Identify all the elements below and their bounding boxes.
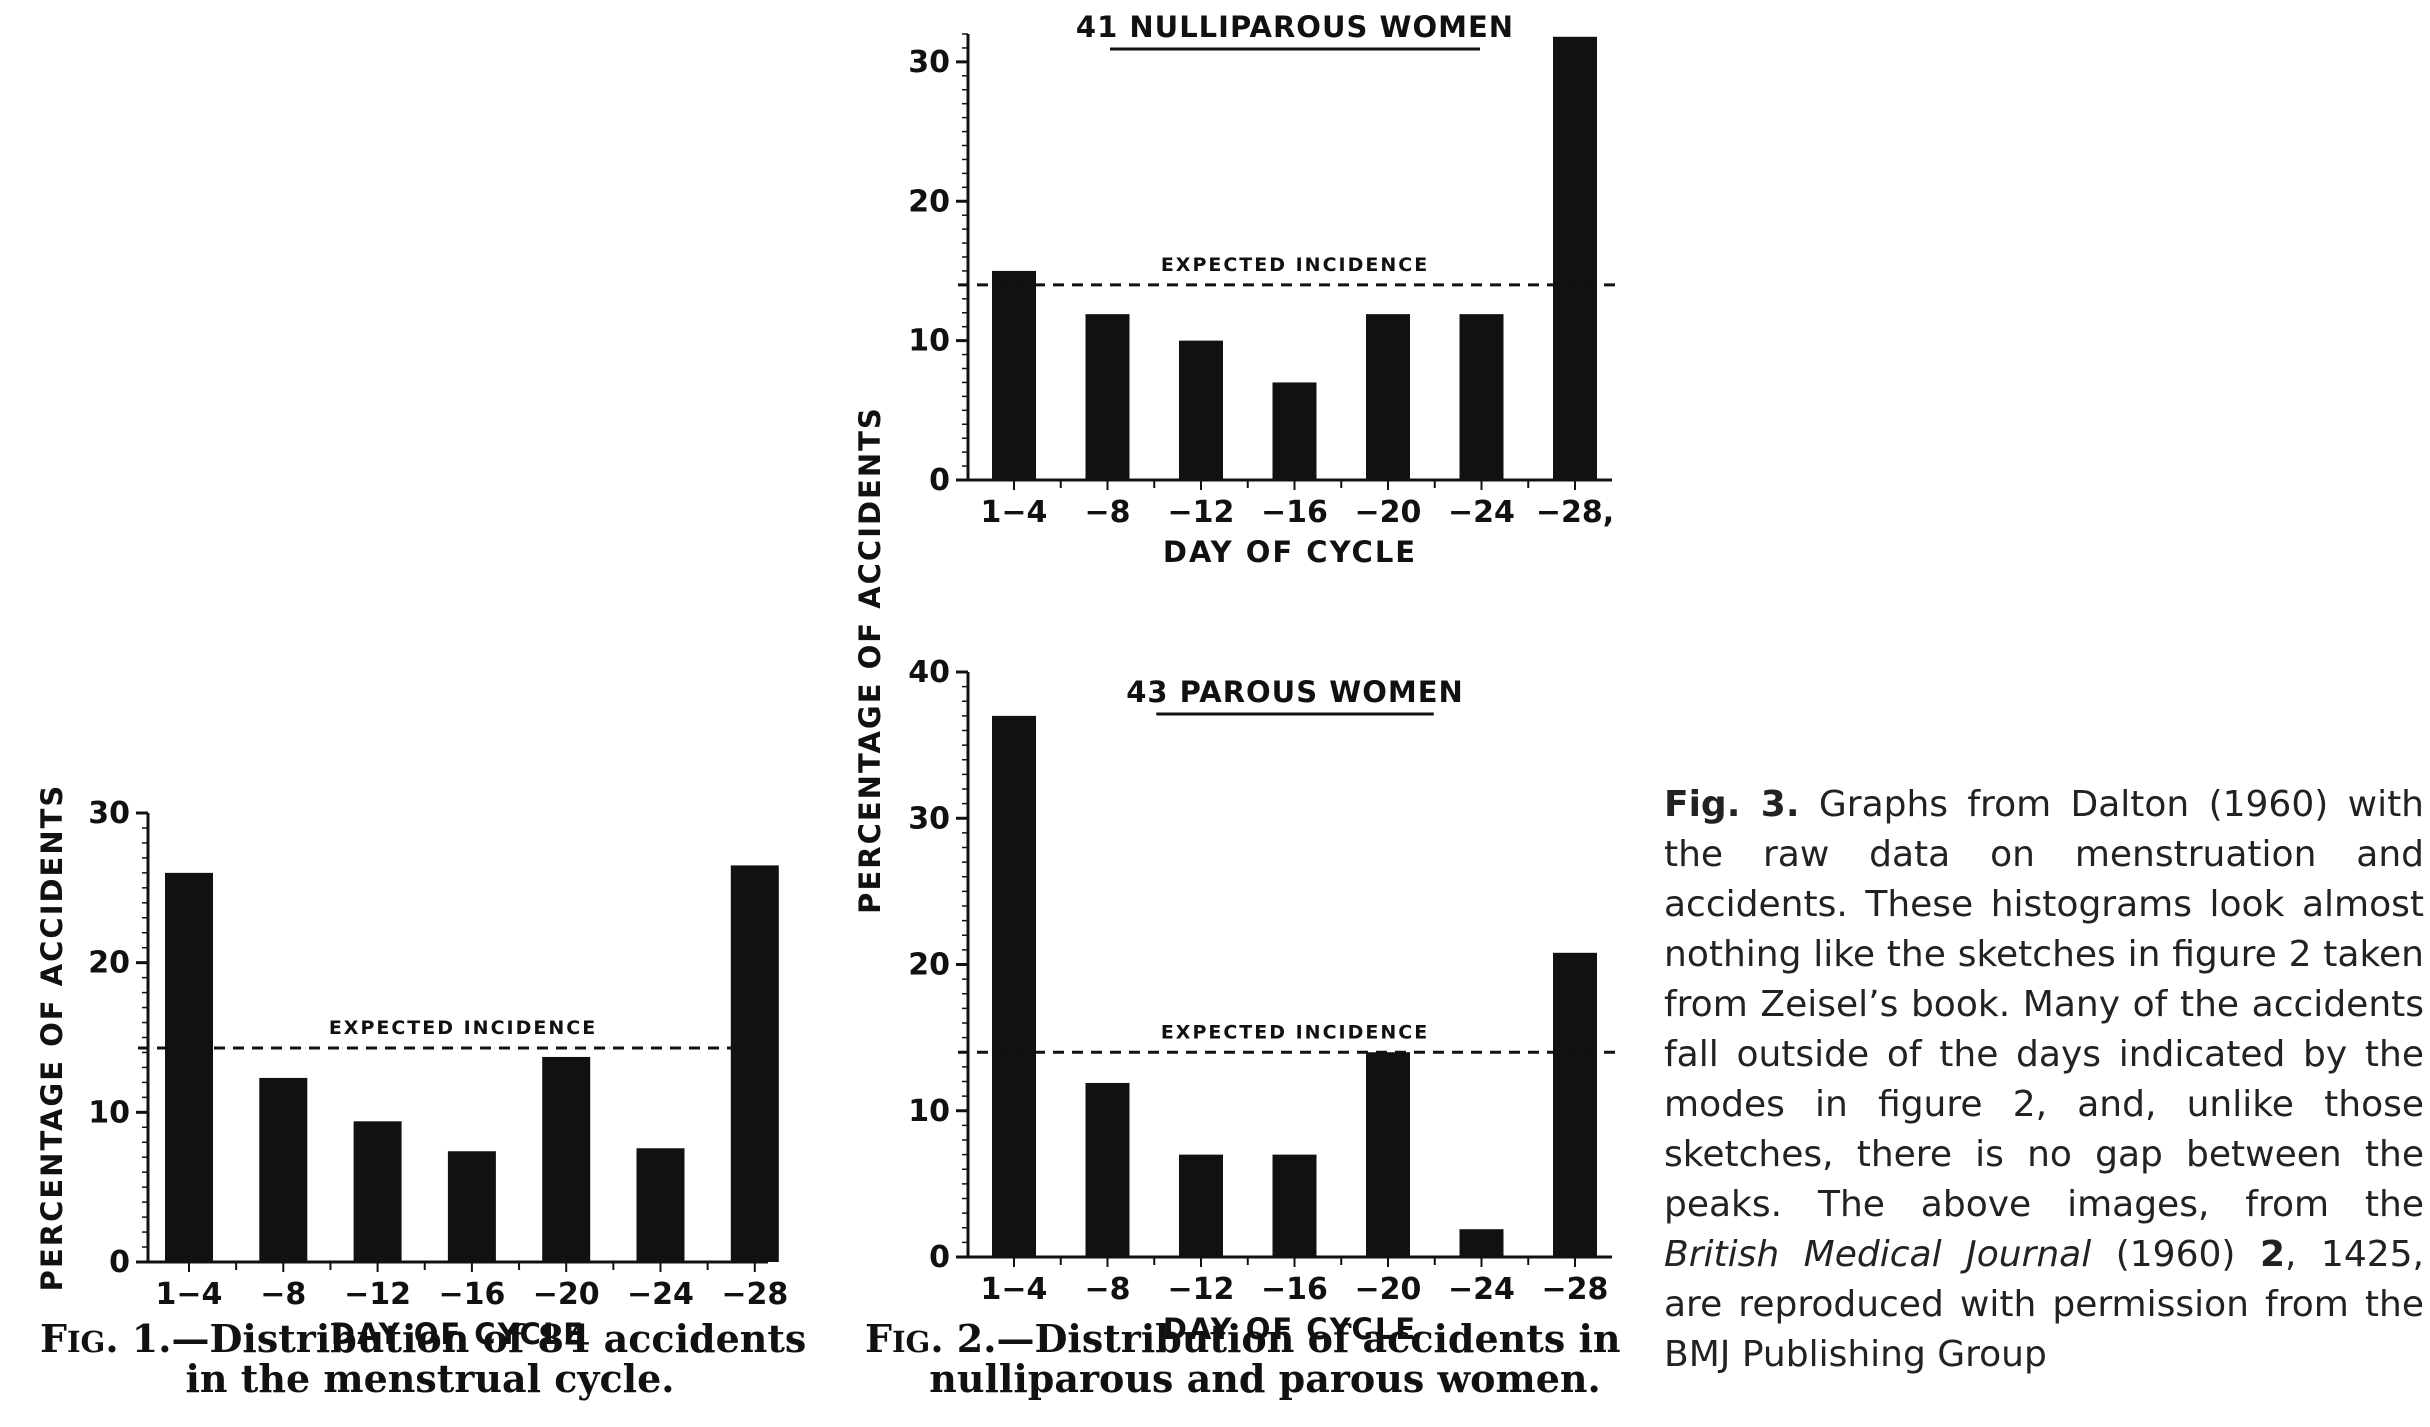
fig2-bottom-y-tick-label: 10 <box>908 1094 950 1129</box>
fig1-y-tick-label: 10 <box>88 1095 130 1130</box>
fig2-top-x-tick-label: −16 <box>1261 495 1328 530</box>
fig2-top-bar-5 <box>1366 314 1410 480</box>
fig2-bottom-bar-1 <box>992 715 1036 1257</box>
fig2-caption-line1: FIG. 2.—Distribution of accidents in <box>865 1316 1621 1361</box>
fig1-y-tick-label: 0 <box>109 1245 130 1280</box>
fig1-bar-1 <box>165 872 213 1262</box>
fig2-bottom-x-axis-label: DAY OF CYCLE <box>1163 1312 1417 1346</box>
fig2-bottom-x-tick-label: −12 <box>1168 1272 1235 1307</box>
caption-lead: Fig. 3. <box>1664 784 1800 825</box>
fig2-bottom-y-tick-label: 20 <box>908 948 950 983</box>
fig2-top-bar-1 <box>992 270 1036 480</box>
fig1-bar-7 <box>730 865 779 1262</box>
fig2-top-x-tick-label: −28, <box>1536 495 1614 530</box>
fig2-top-x-tick-label: 1−4 <box>981 495 1048 530</box>
fig2-top-bar-4 <box>1272 382 1317 480</box>
fig2-top-y-tick-label: 10 <box>908 324 950 359</box>
fig1-x-tick-label: −16 <box>438 1277 505 1312</box>
fig2-bottom-x-tick-label: 1−4 <box>981 1272 1048 1307</box>
fig1-y-tick-label: 20 <box>88 946 130 981</box>
fig2-bottom-chart: 0 10 20 30 40 1−4 −8 −12 −16 −20 −24 −28 DAY OF CYCL… <box>908 655 1622 1346</box>
fig2-bottom-x-tick-label: −8 <box>1084 1272 1130 1307</box>
fig2-bottom-bar-2 <box>1085 1082 1130 1257</box>
fig2-bottom-bar-5 <box>1366 1052 1410 1257</box>
fig2-top-bar-6 <box>1459 314 1504 480</box>
fig1-x-axis-label: DAY OF CYCLE <box>331 1317 585 1351</box>
fig1-chart: 0 10 20 30 1−4 −8 −12 −16 −20 −24 −28 DAY OF CYCLE E… <box>35 784 788 1351</box>
fig2-bottom-x-tick-label: −28 <box>1542 1272 1609 1307</box>
fig2-bottom-bar-7 <box>1553 952 1597 1257</box>
fig1-caption-line1: FIG. 1.—Distribution of 84 accidents <box>40 1316 806 1361</box>
fig2-bottom-x-tick-label: −24 <box>1448 1272 1515 1307</box>
fig2-caption-line2: nulliparous and parous women. <box>929 1356 1601 1401</box>
fig2-bottom-bar-6 <box>1459 1229 1504 1257</box>
fig1-x-tick-label: −28 <box>721 1277 788 1312</box>
fig1-caption-line2: in the menstrual cycle. <box>186 1356 675 1401</box>
fig2-bottom-y-tick-label: 0 <box>929 1240 950 1275</box>
fig2-y-axis-label: PERCENTAGE OF ACCIDENTS <box>853 406 887 914</box>
fig2-top-x-axis-label: DAY OF CYCLE <box>1163 535 1417 569</box>
caption-text-3: , 1425, are reproduced with permission f… <box>1664 1234 2424 1375</box>
fig2-bottom-expected-label: EXPECTED INCIDENCE <box>1161 1021 1429 1043</box>
fig2-top-x-tick-label: −8 <box>1084 495 1130 530</box>
fig2-top-bar-2 <box>1085 314 1130 480</box>
fig1-bar-2 <box>259 1077 308 1262</box>
fig1-bar-6 <box>636 1148 685 1262</box>
fig1-x-tick-label: −20 <box>533 1277 600 1312</box>
fig2-top-x-tick-label: −20 <box>1355 495 1422 530</box>
fig1-bar-3 <box>353 1121 402 1262</box>
caption-text-2: (1960) <box>2091 1234 2260 1275</box>
fig1-x-tick-label: 1−4 <box>156 1277 223 1312</box>
fig2-top-bar-3 <box>1179 340 1223 480</box>
fig1-y-tick-label: 30 <box>88 796 130 831</box>
fig2-top-title: 41 NULLIPAROUS WOMEN <box>1076 10 1514 44</box>
fig1-bar-4 <box>447 1151 496 1262</box>
caption-journal: British Medical Journal <box>1664 1234 2092 1275</box>
fig1-x-tick-label: −8 <box>260 1277 306 1312</box>
fig2-top-chart: 0 10 20 30 1−4 −8 −12 −16 −20 −24 −28, DAY OF CYCLE… <box>908 10 1622 569</box>
fig2-top-y-tick-label: 20 <box>908 184 950 219</box>
fig1-x-tick-label: −12 <box>344 1277 411 1312</box>
fig2-top-expected-label: EXPECTED INCIDENCE <box>1161 254 1429 276</box>
fig1-bar-5 <box>542 1056 591 1262</box>
fig2-bottom-y-tick-label: 30 <box>908 801 950 836</box>
figure-3-caption: Fig. 3. Graphs from Dalton (1960) with t… <box>1664 780 2424 1380</box>
fig2-bottom-bar-4 <box>1272 1154 1317 1257</box>
fig2-top-y-tick-label: 0 <box>929 463 950 498</box>
fig2-bottom-x-tick-label: −20 <box>1355 1272 1422 1307</box>
fig2-top-y-tick-label: 30 <box>908 45 950 80</box>
fig2-bottom-title: 43 PAROUS WOMEN <box>1126 675 1464 709</box>
fig2-top-x-tick-label: −12 <box>1168 495 1235 530</box>
fig1-x-tick-label: −24 <box>627 1277 694 1312</box>
caption-text: Graphs from Dalton (1960) with the raw d… <box>1664 784 2424 1225</box>
fig2-top-bar-7 <box>1553 36 1597 480</box>
caption-volume: 2 <box>2259 1234 2285 1275</box>
fig1-y-axis-label: PERCENTAGE OF ACCIDENTS <box>35 784 69 1292</box>
fig1-expected-label: EXPECTED INCIDENCE <box>329 1017 597 1039</box>
fig2-bottom-x-tick-label: −16 <box>1261 1272 1328 1307</box>
fig2-top-x-tick-label: −24 <box>1448 495 1515 530</box>
fig2-bottom-y-tick-label: 40 <box>908 655 950 690</box>
fig2-bottom-bar-3 <box>1179 1154 1223 1257</box>
